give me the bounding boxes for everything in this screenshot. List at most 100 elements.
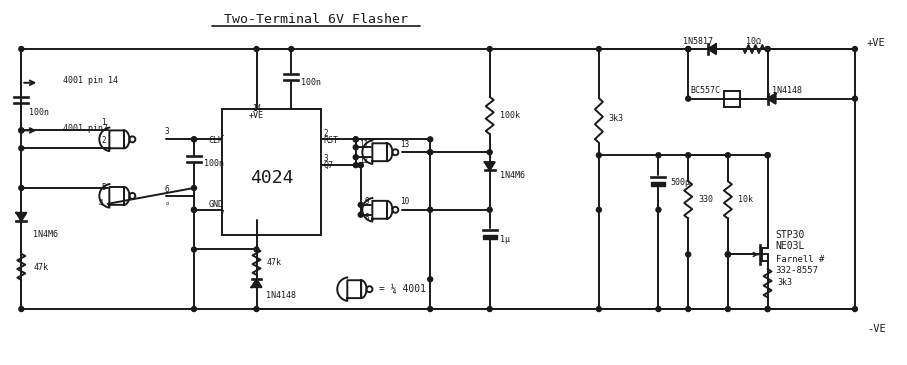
- Text: 47k: 47k: [267, 258, 281, 267]
- Text: 3k3: 3k3: [609, 114, 624, 123]
- Text: 14: 14: [252, 104, 261, 113]
- Text: 500μ: 500μ: [670, 178, 690, 188]
- Text: 12: 12: [359, 155, 368, 165]
- Text: Farnell #: Farnell #: [775, 255, 824, 264]
- Text: = ¼ 4001: = ¼ 4001: [378, 284, 425, 294]
- Text: Q7: Q7: [323, 161, 333, 170]
- Circle shape: [853, 307, 857, 311]
- Circle shape: [487, 207, 493, 212]
- Circle shape: [254, 307, 259, 311]
- Circle shape: [19, 128, 24, 133]
- Circle shape: [726, 252, 730, 257]
- Text: 2: 2: [102, 136, 106, 145]
- Text: 1N5817: 1N5817: [683, 36, 713, 46]
- Circle shape: [191, 307, 197, 311]
- Text: 4024: 4024: [249, 169, 293, 187]
- Circle shape: [686, 307, 691, 311]
- Circle shape: [428, 150, 433, 155]
- Circle shape: [254, 247, 259, 252]
- Polygon shape: [484, 162, 494, 170]
- Text: 100k: 100k: [500, 111, 520, 120]
- Circle shape: [726, 252, 730, 257]
- Circle shape: [428, 137, 433, 142]
- Circle shape: [487, 47, 493, 51]
- Circle shape: [191, 185, 197, 191]
- Text: NE03L: NE03L: [775, 241, 805, 250]
- Text: Two-Terminal 6V Flasher: Two-Terminal 6V Flasher: [224, 13, 408, 26]
- Circle shape: [358, 163, 363, 168]
- Text: 100n: 100n: [301, 78, 321, 87]
- Text: 5: 5: [102, 184, 106, 192]
- Polygon shape: [16, 213, 26, 221]
- Text: 100n: 100n: [29, 108, 49, 117]
- Text: 10: 10: [400, 197, 409, 206]
- Circle shape: [191, 207, 197, 212]
- Circle shape: [353, 145, 358, 150]
- Text: +VE: +VE: [249, 111, 264, 120]
- Circle shape: [597, 307, 601, 311]
- Text: 1N4M6: 1N4M6: [34, 230, 58, 239]
- Circle shape: [686, 96, 691, 101]
- Circle shape: [191, 137, 197, 142]
- Circle shape: [353, 137, 358, 142]
- Text: 13: 13: [400, 140, 409, 149]
- Circle shape: [656, 153, 661, 158]
- Circle shape: [656, 307, 661, 311]
- Text: 9: 9: [364, 197, 368, 206]
- Text: +VE: +VE: [867, 38, 885, 48]
- Text: 3: 3: [323, 154, 327, 163]
- Text: 3: 3: [165, 127, 170, 136]
- Polygon shape: [708, 44, 716, 54]
- Text: 1N4148: 1N4148: [772, 86, 802, 95]
- Text: 1: 1: [219, 129, 224, 138]
- Text: RST: RST: [323, 136, 338, 145]
- Circle shape: [597, 153, 601, 158]
- Circle shape: [766, 307, 770, 311]
- Circle shape: [686, 47, 691, 51]
- Circle shape: [358, 202, 363, 207]
- Circle shape: [428, 150, 433, 155]
- Circle shape: [726, 252, 730, 257]
- Text: GND: GND: [209, 200, 224, 210]
- Text: 6: 6: [165, 185, 170, 195]
- Circle shape: [766, 153, 770, 158]
- Circle shape: [19, 128, 24, 133]
- Circle shape: [726, 307, 730, 311]
- Circle shape: [686, 47, 691, 51]
- Circle shape: [428, 307, 433, 311]
- Circle shape: [686, 252, 691, 257]
- Circle shape: [358, 212, 363, 217]
- Circle shape: [656, 207, 661, 212]
- Circle shape: [353, 155, 358, 160]
- Text: 1μ: 1μ: [500, 235, 510, 244]
- Text: STP30: STP30: [775, 230, 805, 239]
- Text: 47k: 47k: [34, 263, 48, 272]
- Circle shape: [853, 47, 857, 51]
- Circle shape: [726, 153, 730, 158]
- Bar: [483, 235, 497, 239]
- Circle shape: [766, 47, 770, 51]
- Text: 100n: 100n: [204, 159, 224, 168]
- Circle shape: [191, 247, 197, 252]
- Circle shape: [19, 47, 24, 51]
- Text: 1: 1: [102, 118, 106, 127]
- Circle shape: [597, 207, 601, 212]
- Circle shape: [191, 207, 197, 212]
- Circle shape: [487, 307, 493, 311]
- Circle shape: [766, 47, 770, 51]
- Text: 4001 pin7: 4001 pin7: [63, 124, 108, 133]
- Text: -VE: -VE: [867, 324, 885, 334]
- Polygon shape: [251, 279, 261, 287]
- Circle shape: [597, 47, 601, 51]
- Circle shape: [288, 47, 294, 51]
- Circle shape: [353, 137, 358, 142]
- Text: 4: 4: [99, 199, 108, 208]
- Text: 332-8557: 332-8557: [775, 266, 818, 275]
- Circle shape: [853, 96, 857, 101]
- Circle shape: [19, 307, 24, 311]
- Circle shape: [191, 137, 197, 142]
- Text: 11: 11: [359, 140, 368, 149]
- Circle shape: [766, 153, 770, 158]
- Polygon shape: [767, 94, 775, 104]
- Circle shape: [353, 163, 358, 168]
